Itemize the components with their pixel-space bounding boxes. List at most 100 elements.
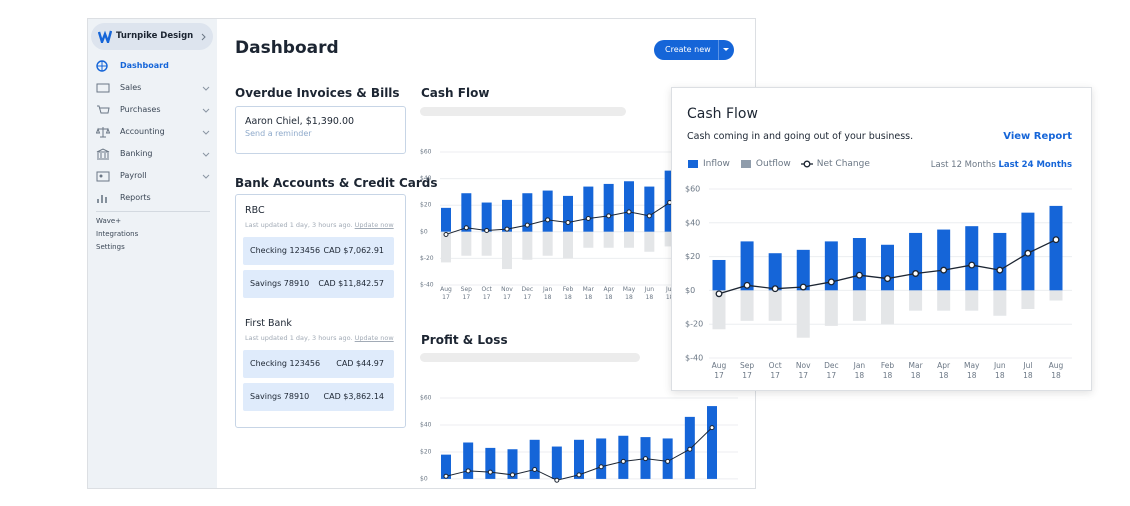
point (626, 209, 632, 215)
account-row[interactable]: Checking 123456 CAD $44.97 (243, 350, 394, 378)
x-tick-label: Aug 17 (711, 361, 727, 380)
create-button[interactable]: Create new (654, 40, 734, 60)
x-tick-label: Feb 18 (562, 286, 574, 301)
bar (644, 231, 655, 252)
account-row[interactable]: Savings 78910 CAD $11,842.57 (243, 270, 394, 298)
point (799, 283, 807, 291)
nav-extra[interactable]: Integrations (96, 230, 139, 238)
nav-item[interactable]: Banking (96, 148, 212, 162)
bar (583, 231, 594, 248)
bar (618, 435, 629, 479)
point (968, 261, 976, 269)
point (743, 281, 751, 289)
invoice[interactable]: Aaron Chiel, $1,390.00 (245, 116, 355, 127)
nav-label: Dashboard (120, 61, 169, 70)
nav-item[interactable]: Reports (96, 192, 212, 206)
legend-rect (740, 160, 751, 168)
chevron (201, 33, 206, 41)
point (771, 285, 779, 293)
button-label: Create new (665, 45, 711, 54)
point (463, 225, 469, 231)
nav-label: Banking (120, 149, 153, 158)
legend-rect (688, 160, 698, 168)
y-tick-label: $20 (420, 202, 432, 209)
nav-item[interactable]: Sales (96, 82, 212, 96)
divider (718, 40, 719, 60)
bar (563, 231, 573, 259)
bar (881, 290, 894, 325)
point (484, 227, 490, 233)
reminder-link[interactable]: Send a reminder (245, 129, 312, 138)
point (643, 456, 648, 462)
bar (824, 241, 838, 291)
y-tick-label: $-40 (420, 282, 434, 289)
point (565, 219, 571, 225)
y-tick-label: $0 (420, 475, 428, 482)
point (504, 226, 510, 232)
legend: Inflow Outflow Net Change (687, 159, 870, 169)
bar (662, 438, 673, 479)
bar (596, 438, 607, 479)
plot: $60 $40 $20 $0 (420, 395, 738, 483)
bar (1049, 290, 1063, 301)
point (545, 217, 551, 223)
range-option[interactable]: Last 24 Months (998, 160, 1072, 170)
bar (574, 439, 584, 479)
legend-swatch (688, 160, 698, 168)
x-tick-label: Oct 17 (481, 286, 492, 301)
icon (96, 171, 110, 182)
legend-item: Net Change (800, 159, 870, 169)
x-tick-label: Aug 18 (1048, 361, 1064, 380)
bar (485, 447, 496, 479)
bar (993, 290, 1007, 316)
view-report[interactable]: View Report (1003, 131, 1072, 142)
nav-item[interactable]: Dashboard (96, 60, 212, 74)
account-name: Checking 123456 (250, 359, 321, 368)
x-tick-label: Dec 17 (521, 286, 534, 301)
icon (96, 83, 110, 93)
nav-item[interactable]: Purchases (96, 104, 212, 118)
x-tick-label: Feb 18 (880, 361, 895, 380)
nav-extra[interactable]: Wave+ (96, 217, 122, 225)
range-options: Last 12 Months Last 24 Months (931, 160, 1072, 170)
point (524, 222, 530, 228)
x-tick-label: Sep 17 (460, 286, 472, 301)
bar (712, 259, 726, 291)
nav-label: Purchases (120, 105, 161, 114)
point (912, 270, 920, 277)
point (709, 425, 715, 431)
point (585, 216, 591, 221)
account-balance: CAD $11,842.57 (318, 279, 384, 288)
nav-item[interactable]: Payroll (96, 170, 212, 184)
bar (529, 439, 540, 479)
bar (1049, 205, 1063, 291)
range-option[interactable]: Last 12 Months (930, 160, 996, 170)
divider (96, 211, 210, 212)
nav-item[interactable]: Accounting (96, 126, 212, 140)
company-switcher[interactable]: Turnpike Design (91, 23, 213, 50)
icon (96, 127, 110, 138)
update-link[interactable]: Update now (354, 334, 394, 342)
y-tick-label: $40 (420, 421, 432, 428)
bar (481, 202, 492, 232)
caret[interactable] (723, 48, 729, 52)
section-title: Bank Accounts & Credit Cards (235, 176, 438, 190)
account-name: Savings 78910 (250, 279, 310, 288)
nav-extra[interactable]: Settings (96, 243, 125, 251)
x-tick-label: Sep 17 (740, 361, 755, 380)
bar (551, 446, 562, 479)
chart: $60 $40 $20 $0 $-20 $-40 Aug 17 Sep 17 Oct 17 Nov… (672, 88, 1091, 390)
bar (965, 290, 979, 311)
bar (712, 290, 726, 330)
bar (461, 193, 472, 232)
chevron (202, 86, 210, 91)
update-link[interactable]: Update now (354, 221, 394, 229)
account-row[interactable]: Checking 123456 CAD $7,062.91 (243, 237, 394, 265)
point (620, 458, 626, 464)
y-tick-label: $-20 (420, 255, 434, 262)
account-row[interactable]: Savings 78910 CAD $3,862.14 (243, 383, 394, 411)
bar (993, 232, 1007, 291)
updated: Last updated 1 day, 3 hours ago. Update … (245, 334, 394, 342)
point (646, 213, 652, 219)
